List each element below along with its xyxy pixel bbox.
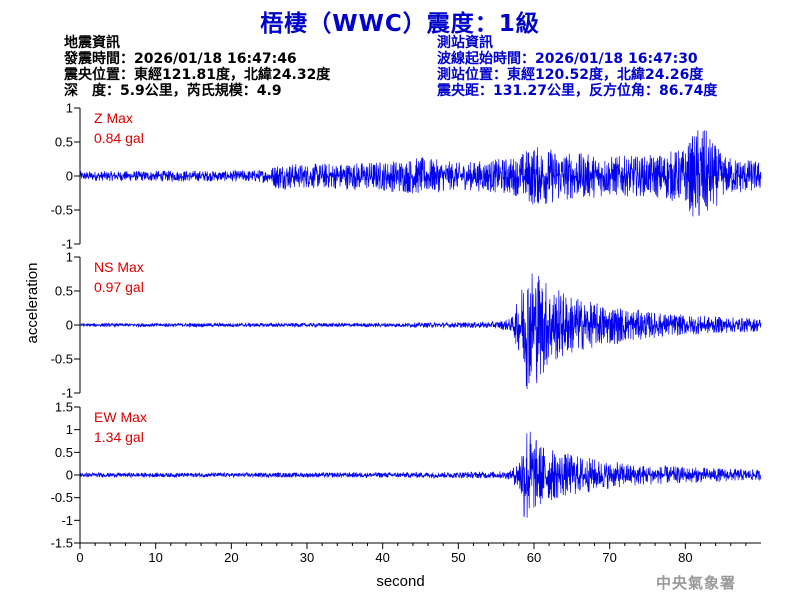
y-tick-label: 1 <box>66 101 73 116</box>
chart-title: 梧棲（WWC）震度：1級 <box>260 11 540 37</box>
y-tick-label: 1.5 <box>55 400 73 415</box>
station-info-heading: 測站資訊 <box>437 35 493 51</box>
y-tick-label: 1 <box>66 422 73 437</box>
y-tick-label: -1.5 <box>51 536 73 551</box>
x-tick-label: 20 <box>224 550 238 565</box>
origin-time: 發震時間：2026/01/18 16:47:46 <box>64 51 297 67</box>
y-tick-label: -0.5 <box>51 352 73 367</box>
earthquake-info-heading: 地震資訊 <box>64 35 120 51</box>
epicenter-location: 震央位置：東經121.81度，北緯24.32度 <box>64 67 331 83</box>
x-tick-label: 50 <box>451 550 465 565</box>
y-tick-label: 1 <box>66 250 73 265</box>
y-tick-label: 0.5 <box>55 284 73 299</box>
x-tick-label: 80 <box>678 550 692 565</box>
y-tick-label: -0.5 <box>51 203 73 218</box>
station-location: 測站位置：東經120.52度，北緯24.26度 <box>437 67 704 83</box>
waveform-z <box>79 130 762 217</box>
y-tick-label: 0.5 <box>55 445 73 460</box>
max-label-z: Z Max <box>94 110 133 126</box>
agency-watermark: 中央氣象署 <box>656 574 737 592</box>
y-tick-label: 0 <box>66 318 73 333</box>
waveform-ew <box>79 431 762 518</box>
max-label-ns: NS Max <box>94 259 144 275</box>
x-tick-label: 30 <box>300 550 314 565</box>
epicentral-distance: 震央距：131.27公里，反方位角：86.74度 <box>437 83 718 99</box>
y-tick-label: -1 <box>61 237 73 252</box>
x-tick-label: 70 <box>602 550 616 565</box>
y-tick-label: -0.5 <box>51 490 73 505</box>
y-tick-label: 0 <box>66 468 73 483</box>
x-axis-label: second <box>376 573 424 590</box>
wave-start-time: 波線起始時間：2026/01/18 16:47:30 <box>437 51 698 67</box>
y-tick-label: 0.5 <box>55 135 73 150</box>
x-tick-label: 10 <box>148 550 162 565</box>
max-value-ns: 0.97 gal <box>94 279 144 295</box>
station-info: 測站資訊 波線起始時間：2026/01/18 16:47:30 測站位置：東經1… <box>437 35 717 99</box>
y-axis-label: acceleration <box>24 263 41 344</box>
y-tick-label: 0 <box>66 169 73 184</box>
max-label-ew: EW Max <box>94 409 147 425</box>
max-value-ew: 1.34 gal <box>94 429 144 445</box>
max-value-z: 0.84 gal <box>94 130 144 146</box>
y-tick-label: -1 <box>61 386 73 401</box>
x-tick-label: 0 <box>76 550 83 565</box>
earthquake-info: 地震資訊 發震時間：2026/01/18 16:47:46 震央位置：東經121… <box>64 35 330 99</box>
depth-magnitude: 深 度：5.9公里，芮氏規模：4.9 <box>64 83 282 99</box>
x-tick-label: 60 <box>527 550 541 565</box>
waveform-ns <box>79 273 762 390</box>
x-tick-label: 40 <box>375 550 389 565</box>
y-tick-label: -1 <box>61 513 73 528</box>
